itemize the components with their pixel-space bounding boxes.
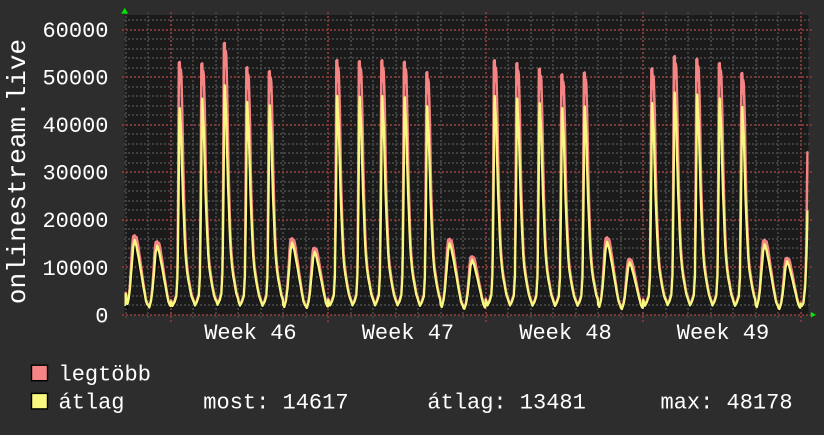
svg-text:Week 48: Week 48	[519, 321, 611, 346]
svg-text:most: 14617: most: 14617	[203, 390, 348, 415]
svg-text:onlinestream.live: onlinestream.live	[3, 39, 33, 304]
svg-text:max: 48178: max: 48178	[661, 390, 793, 415]
svg-text:Week 46: Week 46	[204, 321, 296, 346]
svg-text:60000: 60000	[42, 19, 108, 44]
svg-text:10000: 10000	[42, 257, 108, 282]
svg-text:Week 49: Week 49	[677, 321, 769, 346]
svg-text:50000: 50000	[42, 67, 108, 92]
svg-text:30000: 30000	[42, 162, 108, 187]
svg-text:Week 47: Week 47	[362, 321, 454, 346]
svg-text:legtöbb: legtöbb	[59, 362, 151, 387]
svg-text:átlag: átlag	[59, 390, 125, 415]
svg-text:20000: 20000	[42, 209, 108, 234]
svg-text:átlag: 13481: átlag: 13481	[427, 390, 585, 415]
svg-text:0: 0	[95, 304, 108, 329]
svg-text:40000: 40000	[42, 114, 108, 139]
